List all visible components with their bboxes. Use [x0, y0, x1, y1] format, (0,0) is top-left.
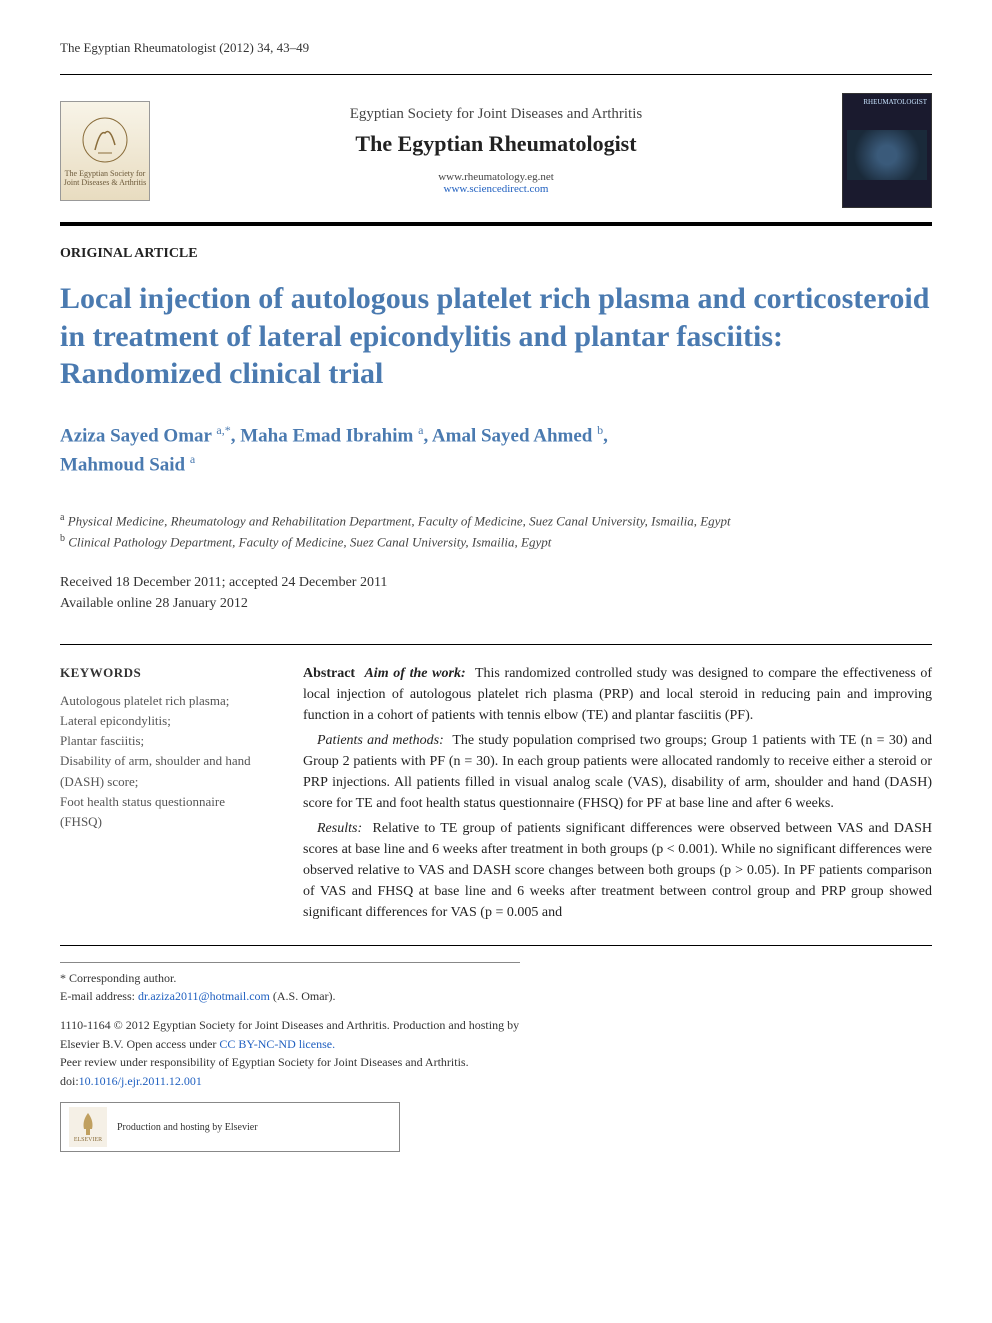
badge-text: Production and hosting by Elsevier — [117, 1122, 258, 1133]
affiliations: a Physical Medicine, Rheumatology and Re… — [60, 510, 932, 552]
author-3: Amal Sayed Ahmed — [432, 425, 592, 446]
authors: Aziza Sayed Omar a,*, Maha Emad Ibrahim … — [60, 421, 932, 481]
keywords-heading: KEYWORDS — [60, 663, 263, 683]
author-2-aff: a — [418, 423, 423, 437]
spacer — [60, 1006, 520, 1016]
license-link[interactable]: CC BY-NC-ND license. — [219, 1037, 335, 1051]
abstract-column: Abstract Aim of the work: This randomize… — [303, 644, 932, 945]
license-prefix: Open access under — [126, 1037, 219, 1051]
author-4: Mahmoud Said — [60, 455, 185, 476]
author-4-aff: a — [190, 452, 195, 466]
article-dates: Received 18 December 2011; accepted 24 D… — [60, 572, 932, 614]
journal-reference: The Egyptian Rheumatologist (2012) 34, 4… — [60, 40, 932, 56]
affiliation-a: a Physical Medicine, Rheumatology and Re… — [60, 510, 932, 531]
society-logo-caption: The Egyptian Society for Joint Diseases … — [61, 169, 149, 187]
abstract-label: Abstract — [303, 666, 355, 681]
top-rule — [60, 74, 932, 75]
author-1: Aziza Sayed Omar — [60, 425, 212, 446]
keywords-column: KEYWORDS Autologous platelet rich plasma… — [60, 645, 275, 945]
header-rule — [60, 222, 932, 226]
keyword-item: Plantar fasciitis; — [60, 731, 263, 751]
email-who: (A.S. Omar). — [273, 989, 336, 1003]
journal-url-2[interactable]: www.sciencedirect.com — [444, 183, 549, 195]
elsevier-badge: ELSEVIER Production and hosting by Elsev… — [60, 1102, 400, 1152]
elsevier-word: ELSEVIER — [74, 1137, 102, 1143]
affiliation-a-text: Physical Medicine, Rheumatology and Reha… — [68, 513, 731, 528]
article-title: Local injection of autologous platelet r… — [60, 280, 932, 393]
author-3-aff: b — [597, 423, 603, 437]
journal-url-1: www.rheumatology.eg.net — [438, 171, 554, 183]
aim-label: Aim of the work: — [364, 666, 465, 681]
corresponding-author: * Corresponding author. — [60, 969, 520, 988]
dates-line-2: Available online 28 January 2012 — [60, 593, 932, 614]
results-text: Relative to TE group of patients signifi… — [303, 821, 932, 920]
affiliation-b-text: Clinical Pathology Department, Faculty o… — [68, 534, 551, 549]
article-type: ORIGINAL ARTICLE — [60, 246, 932, 262]
cover-image-placeholder — [847, 130, 927, 180]
author-1-aff: a,* — [216, 423, 230, 437]
body-columns: KEYWORDS Autologous platelet rich plasma… — [60, 644, 932, 946]
author-2: Maha Emad Ibrahim — [240, 425, 413, 446]
abstract-methods: Patients and methods: The study populati… — [303, 730, 932, 814]
methods-label: Patients and methods: — [317, 733, 444, 748]
doi-label: doi: — [60, 1074, 79, 1088]
elsevier-tree-icon — [76, 1111, 100, 1137]
email-line: E-mail address: dr.aziza2011@hotmail.com… — [60, 987, 520, 1006]
cover-label: RHEUMATOLOGIST — [847, 98, 927, 106]
footnotes: * Corresponding author. E-mail address: … — [60, 962, 520, 1091]
keyword-item: Foot health status questionnaire (FHSQ) — [60, 792, 263, 832]
elsevier-logo: ELSEVIER — [69, 1107, 107, 1147]
abstract-aim: Abstract Aim of the work: This randomize… — [303, 663, 932, 726]
journal-header: The Egyptian Society for Joint Diseases … — [60, 85, 932, 222]
journal-cover-thumbnail: RHEUMATOLOGIST — [842, 93, 932, 208]
email-link[interactable]: dr.aziza2011@hotmail.com — [138, 989, 270, 1003]
journal-urls: www.rheumatology.eg.net www.sciencedirec… — [170, 171, 822, 195]
affiliation-b: b Clinical Pathology Department, Faculty… — [60, 531, 932, 552]
results-label: Results: — [317, 821, 362, 836]
peer-review-line: Peer review under responsibility of Egyp… — [60, 1053, 520, 1072]
abstract-results: Results: Relative to TE group of patient… — [303, 818, 932, 923]
email-label: E-mail address: — [60, 989, 135, 1003]
society-logo: The Egyptian Society for Joint Diseases … — [60, 101, 150, 201]
keyword-item: Lateral epicondylitis; — [60, 711, 263, 731]
keyword-item: Autologous platelet rich plasma; — [60, 691, 263, 711]
journal-name: The Egyptian Rheumatologist — [170, 131, 822, 157]
society-name: Egyptian Society for Joint Diseases and … — [170, 106, 822, 123]
keyword-item: Disability of arm, shoulder and hand (DA… — [60, 751, 263, 791]
dates-line-1: Received 18 December 2011; accepted 24 D… — [60, 572, 932, 593]
doi-link[interactable]: 10.1016/j.ejr.2011.12.001 — [79, 1074, 202, 1088]
corr-label: Corresponding author. — [69, 971, 176, 985]
copyright-line: 1110-1164 © 2012 Egyptian Society for Jo… — [60, 1016, 520, 1053]
doi-line: doi:10.1016/j.ejr.2011.12.001 — [60, 1072, 520, 1091]
society-logo-icon — [80, 115, 130, 165]
header-center: Egyptian Society for Joint Diseases and … — [170, 106, 822, 195]
